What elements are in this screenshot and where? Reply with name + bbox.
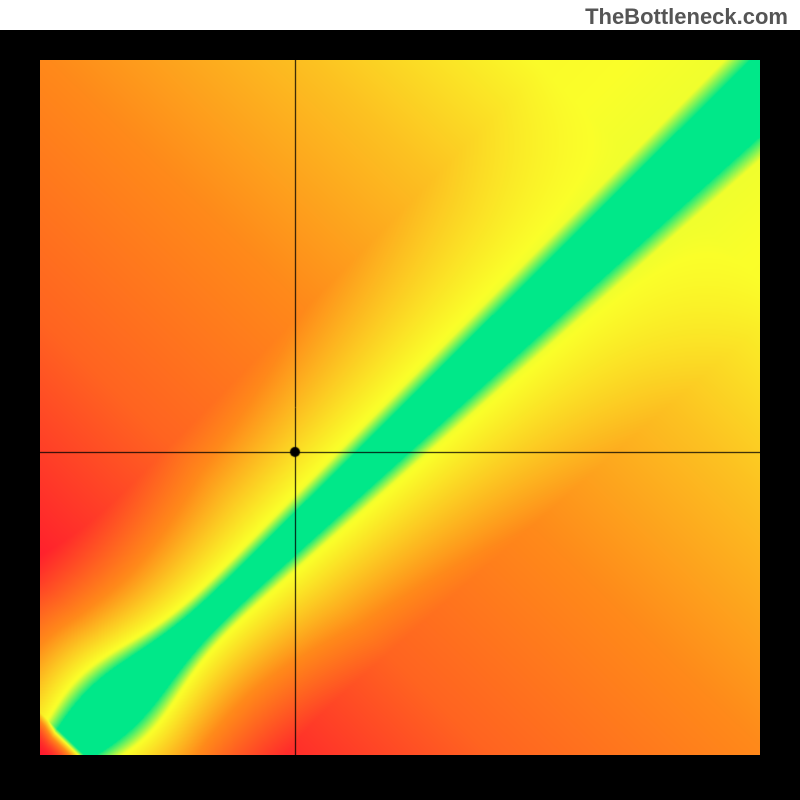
- chart-container: TheBottleneck.com: [0, 0, 800, 800]
- watermark-text: TheBottleneck.com: [585, 4, 788, 30]
- bottleneck-heatmap: [40, 60, 760, 755]
- chart-plot-area: [40, 60, 760, 755]
- chart-outer-frame: [0, 30, 800, 800]
